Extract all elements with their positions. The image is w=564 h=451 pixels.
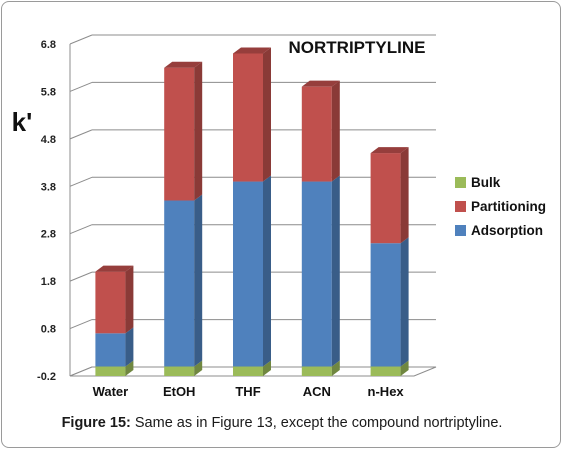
y-tick-label: 6.8 bbox=[41, 39, 56, 51]
bar-segment-partitioning bbox=[95, 265, 134, 334]
y-tick-label: 2.8 bbox=[41, 229, 56, 241]
legend-swatch bbox=[455, 225, 466, 236]
legend-label: Bulk bbox=[471, 175, 501, 190]
legend-swatch bbox=[455, 201, 466, 212]
chart-title: NORTRIPTYLINE bbox=[289, 38, 426, 57]
axis-layer: -0.2 0.8 1.8 2.8 3.8 4.8 5.8 6.8 Water EtOH THF ACN… bbox=[37, 39, 404, 399]
gridline-side bbox=[69, 129, 93, 140]
legend-label: Adsorption bbox=[471, 223, 543, 238]
y-tick-label: 3.8 bbox=[41, 181, 56, 193]
bar-segment-bulk bbox=[370, 360, 409, 376]
y-tick-label: 4.8 bbox=[41, 134, 56, 146]
gridline-side bbox=[69, 176, 93, 187]
bar-segment-adsorption bbox=[233, 175, 271, 367]
x-tick-label: n-Hex bbox=[368, 384, 405, 399]
x-tick-label: EtOH bbox=[163, 384, 196, 399]
y-tick-label: 1.8 bbox=[41, 276, 56, 288]
bar-segment-adsorption bbox=[95, 327, 134, 367]
gridline-side bbox=[69, 34, 93, 45]
stacked-bar-chart: -0.2 0.8 1.8 2.8 3.8 4.8 5.8 6.8 Water EtOH THF ACN… bbox=[12, 34, 546, 399]
figure-caption: Figure 15: Same as in Figure 13, except … bbox=[0, 415, 564, 431]
legend: Bulk Partitioning Adsorption bbox=[455, 175, 546, 238]
legend-item-partitioning: Partitioning bbox=[455, 199, 546, 214]
legend-swatch bbox=[455, 177, 466, 188]
bar-segment-partitioning bbox=[233, 47, 271, 182]
gridline-side bbox=[69, 81, 93, 92]
gridline-side bbox=[69, 224, 93, 235]
bar-segment-adsorption bbox=[164, 194, 203, 367]
bar-segment-bulk bbox=[95, 360, 134, 376]
y-tick-label: 5.8 bbox=[41, 86, 56, 98]
bar-segment-partitioning bbox=[301, 80, 340, 182]
bar-segment-adsorption bbox=[301, 175, 340, 367]
y-axis-label: k' bbox=[12, 107, 33, 137]
caption-text: Same as in Figure 13, except the compoun… bbox=[130, 415, 503, 431]
bar-segment-bulk bbox=[164, 360, 203, 376]
gridline-side bbox=[69, 271, 93, 282]
legend-item-adsorption: Adsorption bbox=[455, 223, 543, 238]
x-tick-label: ACN bbox=[303, 384, 331, 399]
bar-segment-partitioning bbox=[164, 61, 203, 201]
bar-segment-bulk bbox=[301, 360, 340, 376]
legend-item-bulk: Bulk bbox=[455, 175, 501, 190]
y-tick-label: 0.8 bbox=[41, 324, 56, 336]
legend-label: Partitioning bbox=[471, 199, 546, 214]
bar-segment-partitioning bbox=[370, 147, 409, 244]
caption-label: Figure 15: bbox=[61, 415, 131, 431]
x-tick-label: Water bbox=[93, 384, 129, 399]
bars-layer bbox=[95, 47, 409, 376]
gridline-side bbox=[69, 319, 93, 330]
bar-segment-bulk bbox=[233, 360, 271, 376]
x-tick-label: THF bbox=[235, 384, 260, 399]
y-tick-label: -0.2 bbox=[37, 371, 56, 383]
bar-segment-adsorption bbox=[370, 237, 409, 367]
